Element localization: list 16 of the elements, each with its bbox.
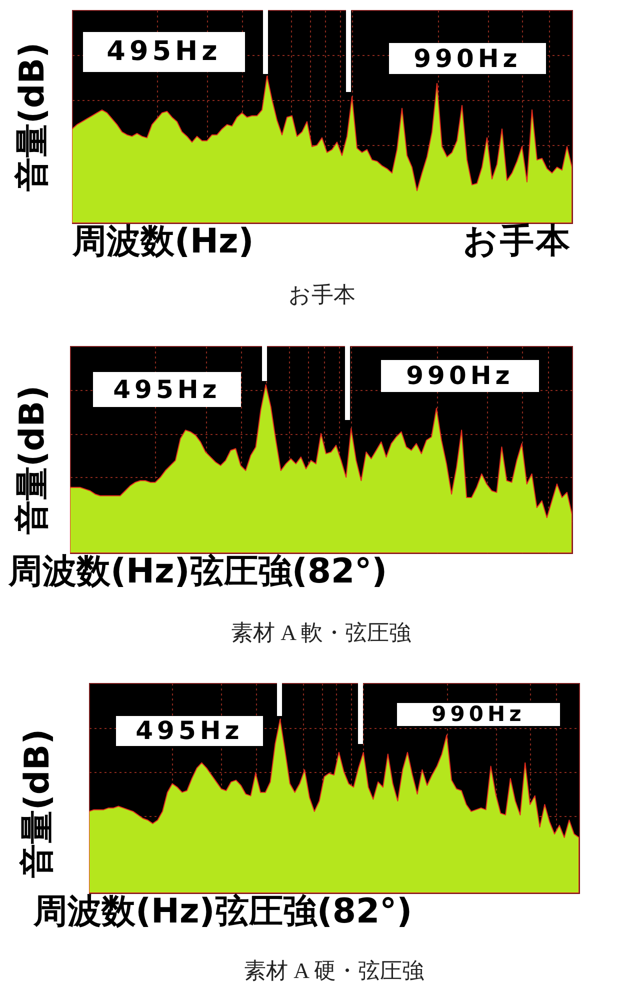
x-axis-title: 周波数(Hz) [72, 222, 254, 262]
y-axis-title: 音量(dB) [12, 42, 52, 192]
y-axis-title: 音量(dB) [18, 728, 58, 878]
annotation: 990Hz [397, 702, 560, 726]
annotation: お手本 [462, 221, 572, 261]
annotation: 495Hz [116, 716, 263, 746]
annotation: 990Hz [381, 360, 539, 392]
x-axis-title: 周波数(Hz)弦圧強(82°) [32, 892, 412, 932]
text: 495Hz [83, 32, 245, 72]
text: 990Hz [389, 43, 546, 74]
text: 素材 A 硬・弦圧強 [244, 958, 424, 983]
text: 素材 A 軟・弦圧強 [231, 620, 411, 645]
x-axis-title: 周波数(Hz)弦圧強(82°) [8, 552, 388, 592]
y-axis-title: 音量(dB) [12, 385, 52, 535]
text: お手本 [288, 282, 356, 307]
annotation: 495Hz [93, 372, 241, 407]
